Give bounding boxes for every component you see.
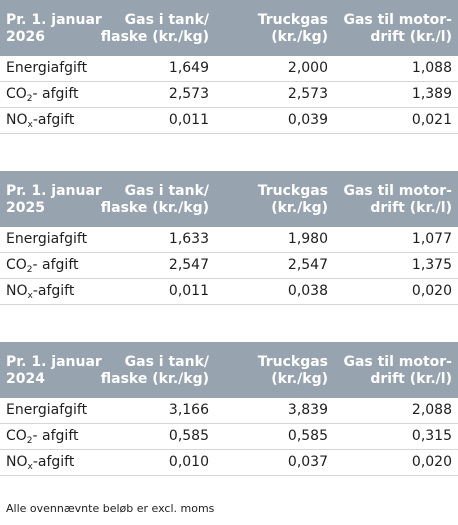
footnote: Alle ovennævnte beløb er excl. moms bbox=[6, 502, 215, 515]
tax-table-2026: Pr. 1. januar 2026 Gas i tank/ flaske (k… bbox=[0, 0, 458, 134]
table-row-co2-afgift: CO2- afgift 2,547 2,547 1,375 bbox=[0, 253, 458, 279]
table-row-energiafgift: Energiafgift 1,649 2,000 1,088 bbox=[0, 56, 458, 82]
row-label-main: CO bbox=[6, 86, 27, 102]
header-col-gas-tank: Gas i tank/ flaske (kr./kg) bbox=[100, 183, 209, 216]
row-label-tail: -afgift bbox=[32, 454, 75, 470]
header-col-truckgas: Truckgas (kr./kg) bbox=[257, 354, 328, 387]
cell-value: 0,585 bbox=[287, 428, 328, 444]
header-col-truckgas: Truckgas (kr./kg) bbox=[257, 12, 328, 45]
row-label-main: CO bbox=[6, 257, 27, 273]
cell-value: 2,547 bbox=[168, 257, 209, 273]
row-label-subscript: 2 bbox=[26, 436, 33, 446]
cell-value: 1,088 bbox=[411, 60, 452, 76]
cell-value: 1,389 bbox=[411, 86, 452, 102]
row-label-subscript: 2 bbox=[26, 265, 33, 275]
header-col-motor-gas: Gas til motor- drift (kr./l) bbox=[343, 183, 452, 216]
row-label-tail: -afgift bbox=[32, 112, 75, 128]
cell-value: 1,980 bbox=[287, 231, 328, 247]
tax-table-2025: Pr. 1. januar 2025 Gas i tank/ flaske (k… bbox=[0, 171, 458, 305]
table-row-nox-afgift: NOx-afgift 0,011 0,038 0,020 bbox=[0, 279, 458, 305]
cell-value: 1,375 bbox=[411, 257, 452, 273]
table-row-nox-afgift: NOx-afgift 0,010 0,037 0,020 bbox=[0, 450, 458, 476]
tax-table-2024: Pr. 1. januar 2024 Gas i tank/ flaske (k… bbox=[0, 342, 458, 476]
cell-value: 3,839 bbox=[287, 402, 328, 418]
row-label: CO2- afgift bbox=[6, 253, 79, 280]
row-label: NOx-afgift bbox=[6, 108, 74, 135]
cell-value: 2,573 bbox=[287, 86, 328, 102]
cell-value: 0,037 bbox=[287, 454, 328, 470]
cell-value: 0,010 bbox=[168, 454, 209, 470]
table-header: Pr. 1. januar 2025 Gas i tank/ flaske (k… bbox=[0, 171, 458, 227]
header-col-motor-gas: Gas til motor- drift (kr./l) bbox=[343, 12, 452, 45]
row-label: CO2- afgift bbox=[6, 82, 79, 109]
header-date-label: Pr. 1. januar 2026 bbox=[6, 12, 102, 45]
table-header: Pr. 1. januar 2026 Gas i tank/ flaske (k… bbox=[0, 0, 458, 56]
row-label-subscript: x bbox=[27, 462, 33, 472]
table-row-energiafgift: Energiafgift 1,633 1,980 1,077 bbox=[0, 227, 458, 253]
cell-value: 0,585 bbox=[168, 428, 209, 444]
table-row-co2-afgift: CO2- afgift 2,573 2,573 1,389 bbox=[0, 82, 458, 108]
table-row-energiafgift: Energiafgift 3,166 3,839 2,088 bbox=[0, 398, 458, 424]
row-label: Energiafgift bbox=[6, 60, 88, 76]
table-row-co2-afgift: CO2- afgift 0,585 0,585 0,315 bbox=[0, 424, 458, 450]
row-label-main: CO bbox=[6, 428, 27, 444]
cell-value: 2,573 bbox=[168, 86, 209, 102]
cell-value: 0,038 bbox=[287, 283, 328, 299]
row-label: Energiafgift bbox=[6, 231, 88, 247]
table-header: Pr. 1. januar 2024 Gas i tank/ flaske (k… bbox=[0, 342, 458, 398]
row-label: NOx-afgift bbox=[6, 450, 74, 477]
cell-value: 0,011 bbox=[168, 283, 209, 299]
cell-value: 0,011 bbox=[168, 112, 209, 128]
row-label-tail: - afgift bbox=[32, 257, 79, 273]
cell-value: 2,000 bbox=[287, 60, 328, 76]
cell-value: 0,020 bbox=[411, 454, 452, 470]
header-col-gas-tank: Gas i tank/ flaske (kr./kg) bbox=[100, 354, 209, 387]
row-label: NOx-afgift bbox=[6, 279, 74, 306]
row-label-subscript: 2 bbox=[26, 94, 33, 104]
cell-value: 0,039 bbox=[287, 112, 328, 128]
header-date-label: Pr. 1. januar 2024 bbox=[6, 354, 102, 387]
row-label-subscript: x bbox=[27, 291, 33, 301]
cell-value: 2,088 bbox=[411, 402, 452, 418]
cell-value: 0,021 bbox=[411, 112, 452, 128]
row-label-main: NO bbox=[6, 112, 28, 128]
row-label-subscript: x bbox=[27, 120, 33, 130]
header-date-label: Pr. 1. januar 2025 bbox=[6, 183, 102, 216]
row-label-tail: -afgift bbox=[32, 283, 75, 299]
row-label-tail: - afgift bbox=[32, 428, 79, 444]
cell-value: 0,315 bbox=[411, 428, 452, 444]
row-label-main: NO bbox=[6, 283, 28, 299]
row-label: Energiafgift bbox=[6, 402, 88, 418]
cell-value: 2,547 bbox=[287, 257, 328, 273]
table-row-nox-afgift: NOx-afgift 0,011 0,039 0,021 bbox=[0, 108, 458, 134]
row-label-tail: - afgift bbox=[32, 86, 79, 102]
header-col-gas-tank: Gas i tank/ flaske (kr./kg) bbox=[100, 12, 209, 45]
header-col-motor-gas: Gas til motor- drift (kr./l) bbox=[343, 354, 452, 387]
header-col-truckgas: Truckgas (kr./kg) bbox=[257, 183, 328, 216]
row-label: CO2- afgift bbox=[6, 424, 79, 451]
cell-value: 3,166 bbox=[168, 402, 209, 418]
cell-value: 0,020 bbox=[411, 283, 452, 299]
row-label-main: NO bbox=[6, 454, 28, 470]
cell-value: 1,633 bbox=[168, 231, 209, 247]
cell-value: 1,649 bbox=[168, 60, 209, 76]
cell-value: 1,077 bbox=[411, 231, 452, 247]
